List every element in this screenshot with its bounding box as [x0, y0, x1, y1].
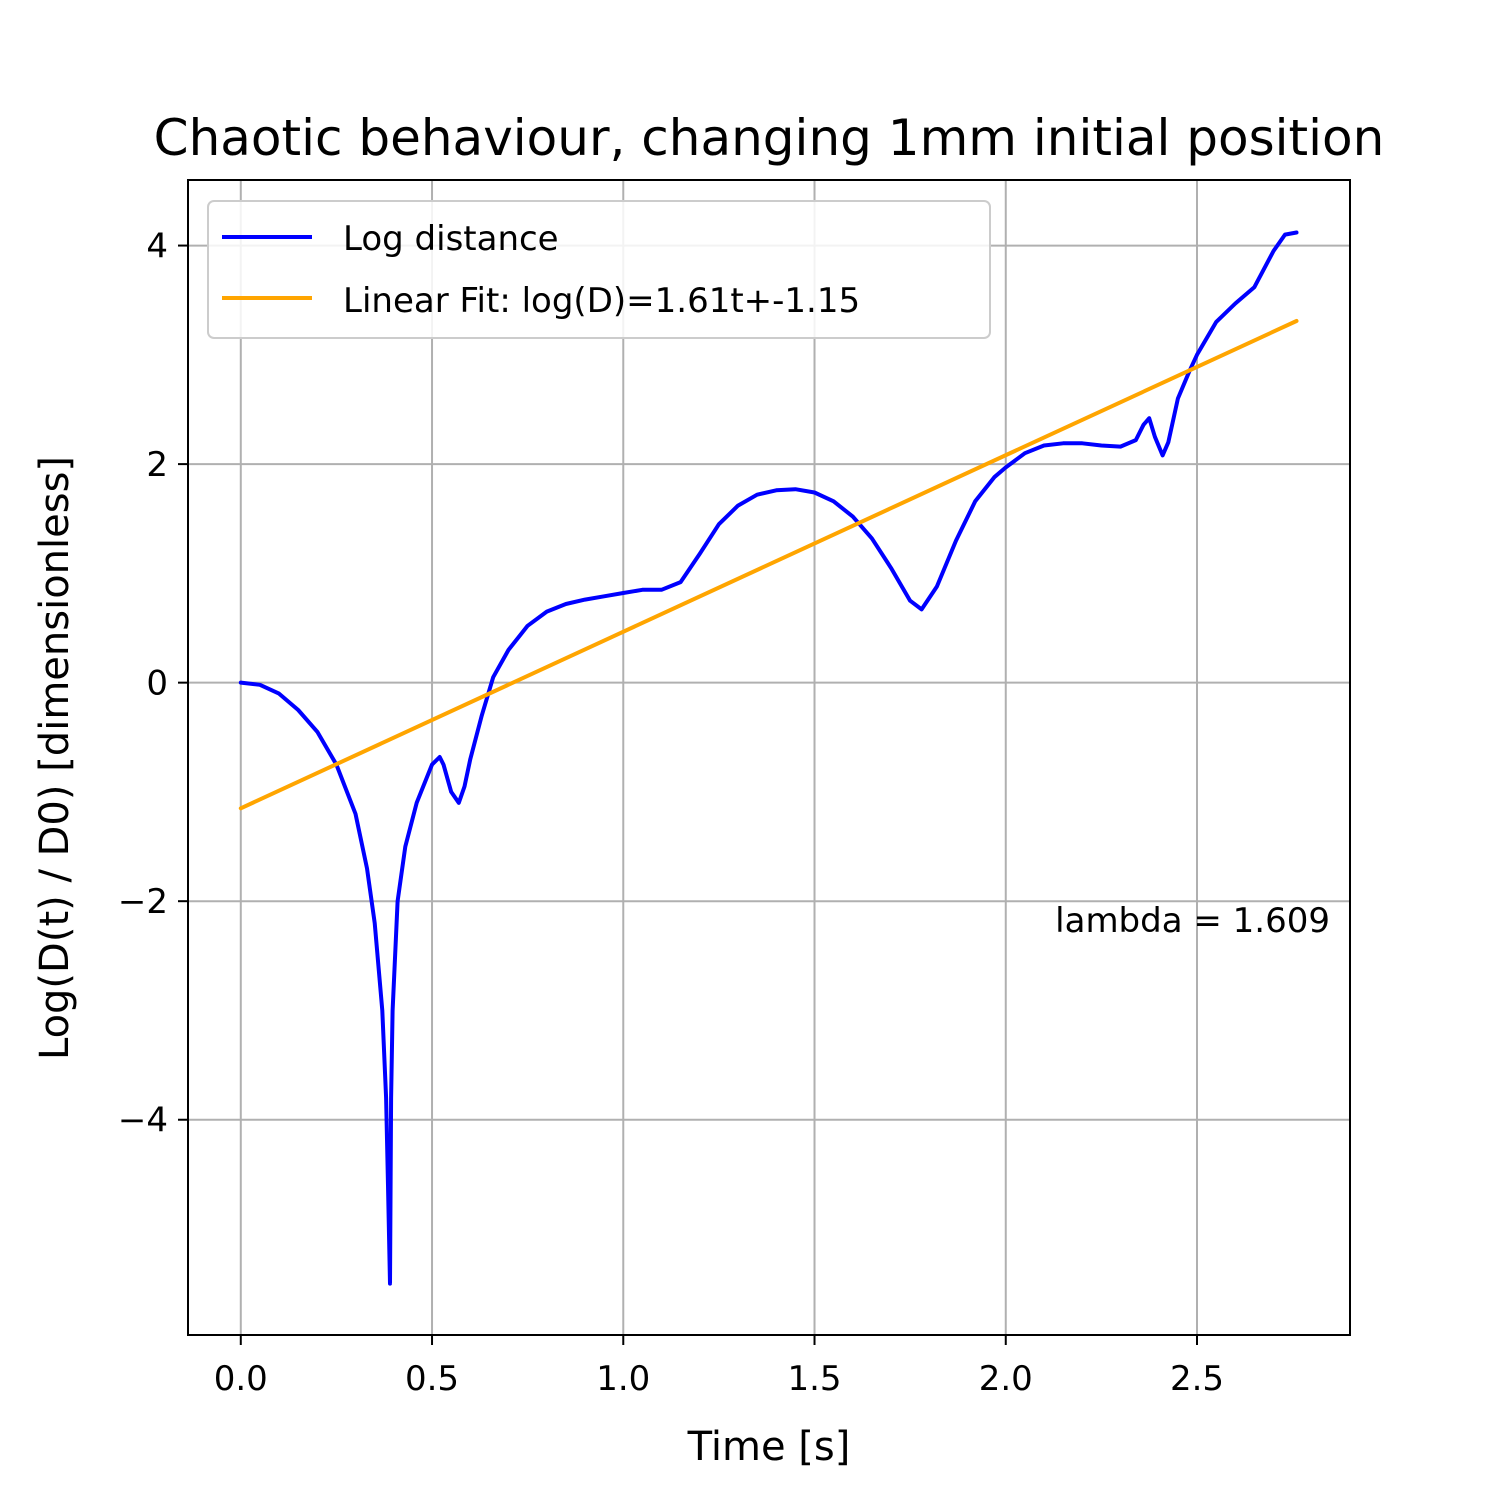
axes-frame	[187, 179, 1351, 1336]
x-tick-label: 1.0	[596, 1359, 650, 1399]
plot-area	[238, 230, 1299, 1286]
y-tick-label: 0	[146, 664, 168, 704]
y-tick-label: 2	[146, 445, 168, 485]
chart-title: Chaotic behaviour, changing 1mm initial …	[154, 109, 1385, 167]
y-tick-label: −4	[118, 1101, 168, 1141]
x-axis-label: Time [s]	[687, 1424, 851, 1470]
y-axis-label: Log(D(t) / D0) [dimensionless]	[32, 456, 78, 1060]
y-tick-label: 4	[146, 227, 168, 267]
legend-label-log-distance: Log distance	[343, 219, 559, 259]
x-axis: 0.0 0.5 1.0 1.5 2.0 2.5	[214, 1335, 1224, 1399]
x-tick-label: 2.0	[979, 1359, 1033, 1399]
legend: Log distance Linear Fit: log(D)=1.61t+-1…	[207, 200, 991, 339]
y-tick-label: −2	[118, 882, 168, 922]
y-axis: −4 −2 0 2 4	[118, 227, 188, 1141]
x-tick-label: 0.5	[405, 1359, 459, 1399]
x-tick-label: 0.0	[214, 1359, 268, 1399]
legend-label-linear-fit: Linear Fit: log(D)=1.61t+-1.15	[343, 281, 860, 321]
series-line-log-distance	[238, 230, 1299, 1286]
lambda-annotation: lambda = 1.609	[1055, 901, 1330, 941]
x-tick-label: 2.5	[1170, 1359, 1224, 1399]
series-line-linear-fit	[238, 319, 1299, 811]
x-tick-label: 1.5	[787, 1359, 841, 1399]
legend-box	[207, 200, 991, 339]
